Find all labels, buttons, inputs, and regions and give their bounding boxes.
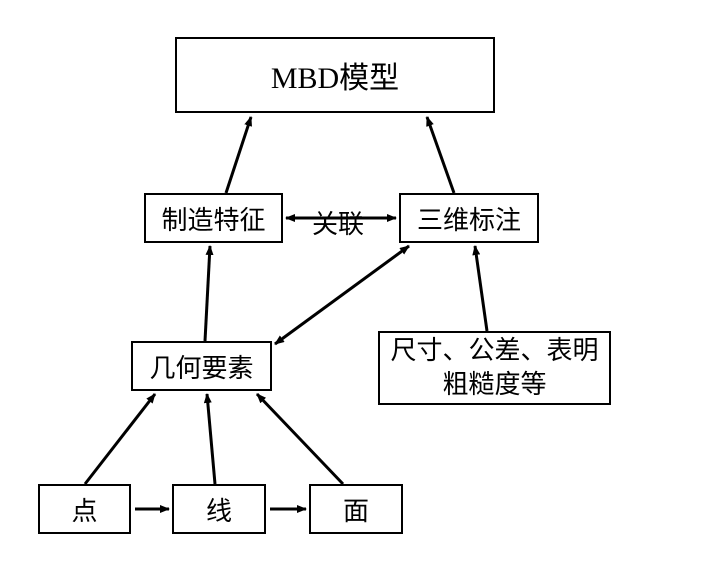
node-point: 点 [38, 484, 131, 534]
node-annotation3d: 三维标注 [399, 193, 539, 243]
node-geometry: 几何要素 [131, 341, 272, 391]
edge-geometry-manufacture [205, 246, 210, 341]
node-dimensions-label: 尺寸、公差、表明粗糙度等 [384, 334, 605, 402]
node-line: 线 [172, 484, 266, 534]
edge-geometry-annotation3d [275, 246, 409, 344]
relation-label: 关联 [312, 204, 364, 241]
node-face-label: 面 [343, 491, 369, 528]
edge-annotation3d-mbd [427, 117, 454, 193]
node-mbd-label: MBD模型 [271, 53, 399, 97]
node-dimensions: 尺寸、公差、表明粗糙度等 [378, 331, 611, 405]
relation-label-text: 关联 [312, 204, 364, 241]
node-manufacture-label: 制造特征 [161, 200, 265, 237]
edge-point-geometry [85, 394, 155, 484]
edge-face-geometry [257, 394, 343, 484]
edge-line-geometry [207, 394, 215, 484]
node-geometry-label: 几何要素 [149, 348, 253, 385]
node-annotation3d-label: 三维标注 [417, 200, 521, 237]
node-line-label: 线 [206, 491, 232, 528]
node-mbd: MBD模型 [175, 37, 495, 113]
node-face: 面 [309, 484, 403, 534]
edge-dimensions-annotation3d [475, 246, 487, 331]
node-manufacture: 制造特征 [144, 193, 283, 243]
node-point-label: 点 [71, 491, 97, 528]
edge-manufacture-mbd [226, 117, 251, 193]
